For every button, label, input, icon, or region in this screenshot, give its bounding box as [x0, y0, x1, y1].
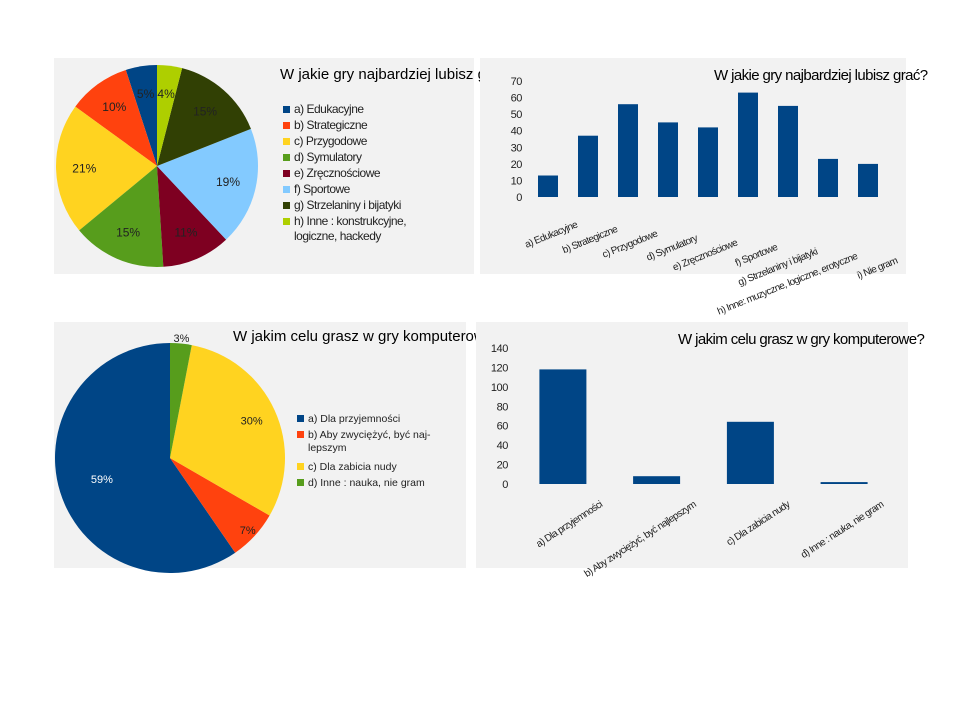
- y-tick-label: 0: [516, 192, 522, 204]
- bar: [820, 482, 868, 484]
- bar: [818, 158, 838, 197]
- bar-chart-games-panel: W jakie gry najbardziej lubisz grać? 0 10…: [480, 58, 929, 317]
- legend-swatch: [297, 431, 304, 438]
- legend-label: lepszym: [308, 442, 347, 454]
- pie-chart-purpose-title: W jakim celu grasz w gry komputerowe?: [233, 328, 501, 345]
- legend-label: c) Przygodowe: [294, 134, 368, 148]
- bar: [539, 369, 587, 484]
- y-tick-label: 0: [502, 479, 508, 491]
- pie-chart-games: W jakie gry najbardziej lubisz grać? 5% 1…: [55, 65, 515, 267]
- x-tick-label: a) Dla przyjemności: [534, 499, 604, 550]
- legend-swatch: [283, 170, 290, 177]
- y-tick-label: 40: [511, 126, 523, 138]
- bar: [618, 104, 638, 197]
- bar: [658, 122, 678, 197]
- pie-value-label: 5%: [137, 87, 155, 101]
- pie-slice-h-inne-konstrukcyjne-log: [157, 65, 183, 166]
- bar-chart-purpose: W jakim celu grasz w gry komputerowe? 0 2…: [491, 331, 925, 580]
- pie-chart-purpose-panel: W jakim celu grasz w gry komputerowe? 59…: [54, 322, 501, 573]
- pie-slice-c-dla-zabicia-nudy: [170, 345, 285, 516]
- bar: [726, 421, 774, 484]
- legend-swatch: [297, 479, 304, 486]
- y-tick-label: 60: [511, 93, 523, 105]
- legend-swatch: [283, 122, 290, 129]
- pie-value-label: 15%: [193, 105, 217, 119]
- bar: [633, 476, 681, 484]
- pie-value-label: 15%: [116, 226, 140, 240]
- pie-slice-e-zre-cznos-ciowe: [157, 166, 227, 267]
- pie-slice-g-strzelaniny-i-bijatyki: [157, 68, 251, 166]
- pie-value-label: 21%: [72, 161, 96, 175]
- y-tick-label: 40: [497, 440, 509, 452]
- legend-label: c) Dla zabicia nudy: [308, 461, 397, 473]
- x-tick-label: d) Inne : nauka, nie gram: [799, 499, 886, 561]
- pie-value-label: 4%: [157, 87, 175, 101]
- legend-label: f) Sportowe: [294, 182, 351, 196]
- bar: [578, 135, 598, 197]
- y-tick-label: 120: [491, 362, 508, 374]
- bar: [738, 92, 758, 197]
- legend-label: a) Dla przyjemności: [308, 413, 400, 425]
- pie-slice-c-przygodowe: [55, 106, 157, 231]
- y-tick-label: 10: [511, 175, 523, 187]
- bar-chart-games-title: W jakie gry najbardziej lubisz grać?: [714, 67, 928, 84]
- pie-slice-f-sportowe: [157, 128, 259, 240]
- y-tick-label: 20: [497, 460, 509, 472]
- y-tick-label: 80: [497, 401, 509, 413]
- y-tick-label: 70: [511, 76, 523, 88]
- y-tick-label: 140: [491, 343, 508, 355]
- bar-chart-purpose-panel: W jakim celu grasz w gry komputerowe? 0 2…: [476, 322, 925, 580]
- pie-slice-a-edukacyjne: [125, 65, 157, 166]
- pie-value-label: 11%: [174, 226, 197, 240]
- pie-chart-games-panel: W jakie gry najbardziej lubisz grać? 5% 1…: [54, 58, 515, 274]
- pie-slice-a-dla-przyjemnos-ci: [54, 343, 236, 573]
- bar: [858, 163, 878, 197]
- legend-label: b) Aby zwyciężyć, być naj-: [308, 429, 431, 441]
- pie-slice-b-aby-zwycie-z-yc-byc-na: [170, 458, 270, 553]
- bar: [538, 175, 558, 197]
- y-tick-label: 50: [511, 109, 523, 121]
- pie-chart-purpose: W jakim celu grasz w gry komputerowe? 59…: [54, 328, 501, 573]
- legend-swatch: [297, 415, 304, 422]
- y-tick-label: 20: [511, 159, 523, 171]
- legend-label: a) Edukacyjne: [294, 102, 364, 116]
- y-tick-label: 60: [497, 421, 509, 433]
- legend-label: b) Strategiczne: [294, 118, 368, 132]
- bar-chart-purpose-title: W jakim celu grasz w gry komputerowe?: [678, 331, 924, 348]
- pie-value-label: 19%: [216, 175, 240, 189]
- pie-slice-d-inne-nauka-nie-gram: [170, 343, 192, 458]
- pie-value-label: 7%: [240, 525, 256, 537]
- pie-value-label: 10%: [102, 100, 126, 114]
- legend-swatch: [297, 463, 304, 470]
- pie-slice-b-strategiczne: [75, 69, 157, 166]
- x-tick-label: i) Nie gram: [856, 255, 900, 281]
- y-tick-label: 30: [511, 142, 523, 154]
- legend-label: g) Strzelaniny i bijatyki: [294, 198, 401, 212]
- legend-swatch: [283, 154, 290, 161]
- bar: [698, 127, 718, 197]
- legend-swatch: [283, 218, 290, 225]
- pie-value-label: 59%: [91, 474, 113, 486]
- pie-value-label: 3%: [174, 333, 190, 345]
- legend-label: h) Inne : konstrukcyjne,: [294, 214, 406, 228]
- legend-swatch: [283, 106, 290, 113]
- legend-swatch: [283, 202, 290, 209]
- legend-label: e) Zręcznościowe: [294, 166, 381, 180]
- y-tick-label: 100: [491, 382, 508, 394]
- bar: [778, 105, 798, 197]
- x-tick-label: c) Dla zabicia nudy: [725, 499, 793, 548]
- pie-chart-games-title: W jakie gry najbardziej lubisz grać?: [280, 66, 515, 83]
- legend-swatch: [283, 138, 290, 145]
- bar-chart-games: W jakie gry najbardziej lubisz grać? 0 10…: [511, 67, 929, 317]
- legend-label: d) Inne : nauka, nie gram: [308, 477, 425, 489]
- pie-value-label: 30%: [241, 416, 263, 428]
- legend-swatch: [283, 186, 290, 193]
- legend-label: logiczne, hackedy: [294, 229, 381, 243]
- legend-label: d) Symulatory: [294, 150, 362, 164]
- pie-slice-d-symulatory: [79, 166, 164, 267]
